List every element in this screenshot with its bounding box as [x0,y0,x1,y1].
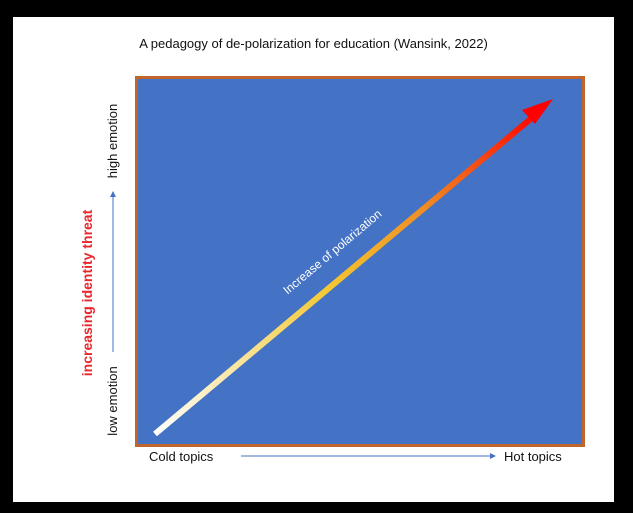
x-right-label: Hot topics [504,449,562,464]
slide: A pedagogy of de-polarization for educat… [13,17,614,502]
y-bottom-label: low emotion [105,366,120,435]
polarization-arrow-shaft [153,108,542,437]
y-side-label: increasing identity threat [79,209,95,376]
x-left-label: Cold topics [149,449,214,464]
y-top-label: high emotion [105,104,120,178]
polarization-arrowhead [522,99,553,124]
diagram-title: A pedagogy of de-polarization for educat… [139,36,488,51]
diagram-overlay: Increase of polarization low emotion hig… [79,99,553,459]
